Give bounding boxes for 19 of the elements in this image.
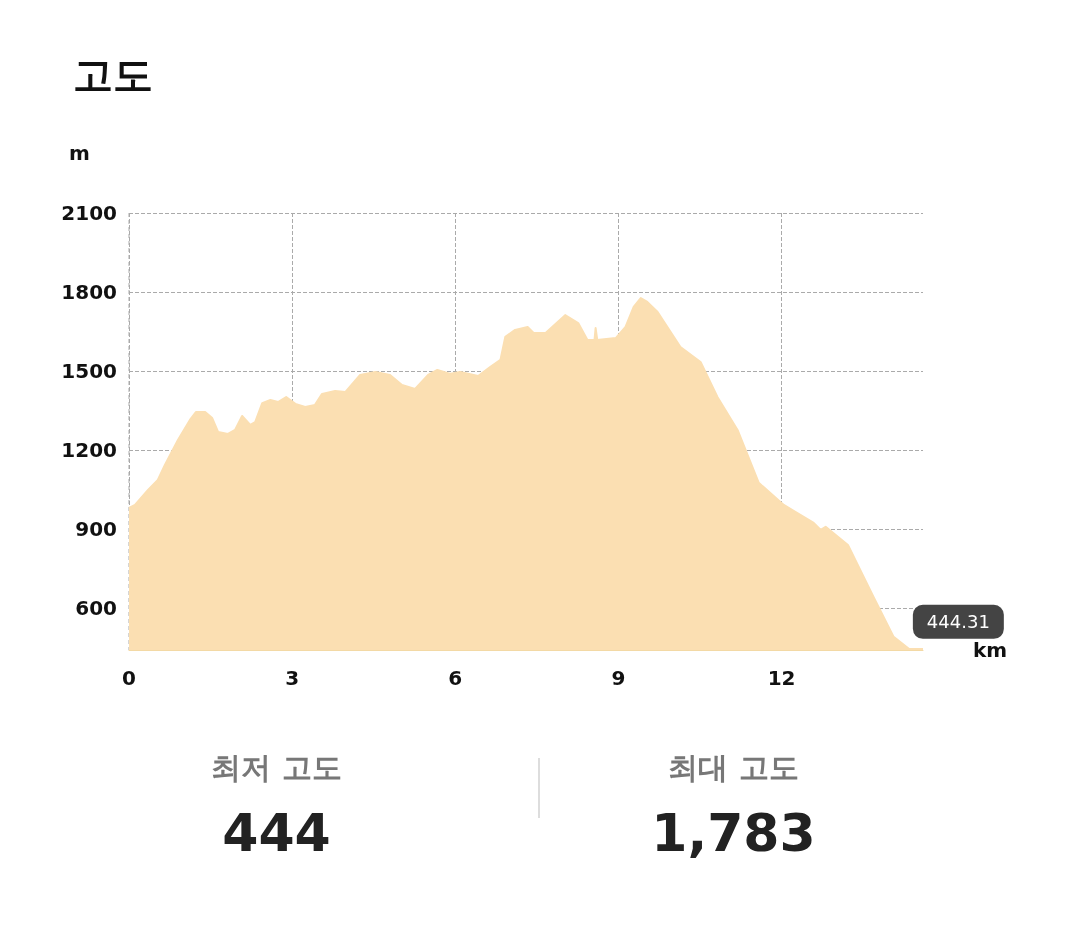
y-tick-label: 600 [75, 595, 117, 620]
x-tick-label: 9 [611, 666, 626, 690]
x-axis-title: km [973, 638, 1008, 662]
y-tick-label: 1800 [61, 279, 117, 304]
x-tick-label: 3 [285, 666, 300, 690]
y-tick-label: 1500 [61, 358, 117, 383]
text: 최저 고도 [210, 749, 343, 787]
text: 최대 고도 [667, 749, 800, 787]
text: 444 [221, 803, 332, 863]
y-tick-label: 1200 [61, 437, 117, 462]
annotation: 444.31 [926, 611, 990, 633]
text: 1,783 [650, 803, 817, 863]
y-tick-label: 2100 [61, 201, 117, 225]
x-tick-label: 12 [767, 666, 796, 690]
chart-title: 고도 [73, 52, 153, 98]
y-tick-label: 900 [75, 516, 117, 541]
x-tick-label: 0 [122, 666, 136, 690]
y-axis-title: m [69, 141, 90, 165]
x-tick-label: 6 [448, 666, 463, 690]
